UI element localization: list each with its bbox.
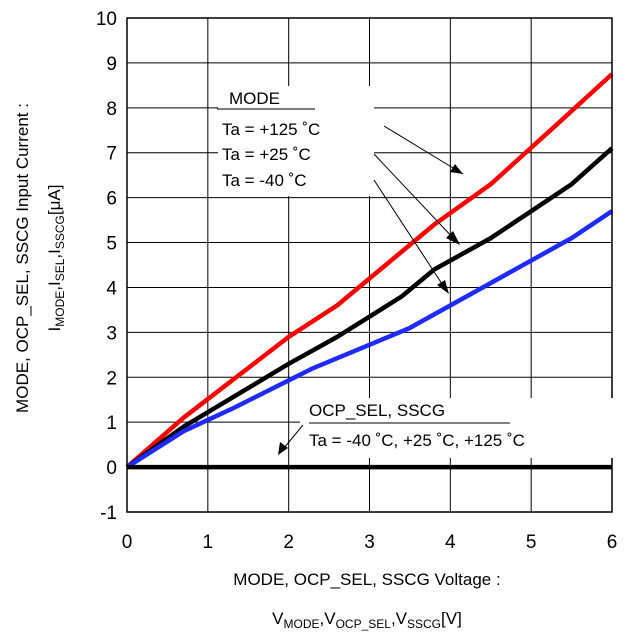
series-line-0 bbox=[125, 72, 614, 469]
y-sub-6: [μA] bbox=[45, 185, 64, 216]
plot-frame bbox=[126, 17, 613, 513]
x-sub-1: MODE bbox=[284, 617, 320, 631]
mode-annotation-line-125: Ta = +125 ˚C bbox=[222, 120, 320, 139]
arrowhead-m40 bbox=[437, 280, 449, 294]
arrow-125 bbox=[383, 125, 464, 175]
x-axis-subtitle: VMODE,VOCP_SEL,VSSCG[V] bbox=[272, 609, 462, 631]
x-axis-title: MODE, OCP_SEL, SSCG Voltage : bbox=[233, 570, 500, 589]
y-sub-5: SSCG bbox=[53, 215, 67, 249]
mode-annotation-line-25: Ta = +25 ˚C bbox=[222, 145, 311, 164]
y-sub-4: ,I bbox=[45, 249, 64, 258]
ocp-annotation-bg bbox=[300, 398, 618, 458]
y-tick-label: 1 bbox=[106, 413, 117, 434]
arrowhead-125 bbox=[450, 164, 463, 174]
y-tick-labels: -1 0 1 2 3 4 5 6 7 8 9 10 bbox=[96, 9, 118, 524]
arrow-25 bbox=[373, 153, 456, 241]
mode-annotation-bg bbox=[218, 86, 374, 196]
y-tick-label: 8 bbox=[106, 99, 117, 120]
y-tick-label: 5 bbox=[106, 234, 117, 255]
y-tick-label: 4 bbox=[106, 278, 117, 299]
mode-annotation-line-m40: Ta = -40 ˚C bbox=[222, 171, 307, 190]
x-tick-label: 3 bbox=[364, 532, 375, 553]
y-tick-label: 7 bbox=[106, 144, 117, 165]
ocp-annotation-line: Ta = -40 ˚C, +25 ˚C, +125 ˚C bbox=[309, 431, 525, 450]
x-sub-5: SSCG bbox=[407, 617, 441, 631]
x-sub-3: OCP_SEL bbox=[336, 617, 392, 631]
x-tick-label: 5 bbox=[526, 532, 537, 553]
y-sub-0: I bbox=[45, 327, 64, 332]
arrow-m40 bbox=[373, 179, 447, 291]
y-tick-label: 0 bbox=[106, 458, 117, 479]
y-tick-label: -1 bbox=[100, 503, 117, 524]
y-sub-3: SEL bbox=[53, 258, 67, 281]
x-tick-labels: 0 1 2 3 4 5 6 bbox=[122, 532, 618, 553]
x-tick-label: 1 bbox=[203, 532, 214, 553]
ocp-annotation-title: OCP_SEL, SSCG bbox=[309, 401, 445, 420]
x-tick-label: 6 bbox=[607, 532, 618, 553]
y-axis-subtitle: IMODE,ISEL,ISSCG[μA] bbox=[45, 185, 67, 332]
x-tick-label: 2 bbox=[283, 532, 294, 553]
y-tick-label: 3 bbox=[106, 323, 117, 344]
ocp-annotation: OCP_SEL, SSCG Ta = -40 ˚C, +25 ˚C, +125 … bbox=[278, 398, 618, 458]
arrow-ocp bbox=[283, 424, 304, 449]
x-sub-6: [V] bbox=[441, 609, 462, 628]
x-tick-label: 4 bbox=[445, 532, 456, 553]
mode-annotation-title: MODE bbox=[229, 89, 280, 108]
y-tick-label: 10 bbox=[96, 9, 117, 30]
series-group bbox=[125, 72, 614, 470]
arrowhead-ocp bbox=[278, 442, 288, 455]
x-sub-4: ,V bbox=[391, 609, 408, 628]
series-line-2 bbox=[125, 209, 614, 470]
x-sub-2: ,V bbox=[320, 609, 337, 628]
y-tick-label: 9 bbox=[106, 54, 117, 75]
y-sub-2: ,I bbox=[45, 281, 64, 290]
y-tick-label: 6 bbox=[106, 189, 117, 210]
y-tick-label: 2 bbox=[106, 368, 117, 389]
y-axis-title: MODE, OCP_SEL, SSCG Input Current : bbox=[13, 103, 32, 413]
arrowhead-25 bbox=[446, 231, 460, 245]
x-sub-0: V bbox=[272, 609, 284, 628]
series-line-1 bbox=[125, 146, 614, 469]
x-tick-label: 0 bbox=[122, 532, 133, 553]
mode-annotation: MODE Ta = +125 ˚C Ta = +25 ˚C Ta = -40 ˚… bbox=[217, 86, 464, 294]
y-sub-1: MODE bbox=[53, 291, 67, 327]
